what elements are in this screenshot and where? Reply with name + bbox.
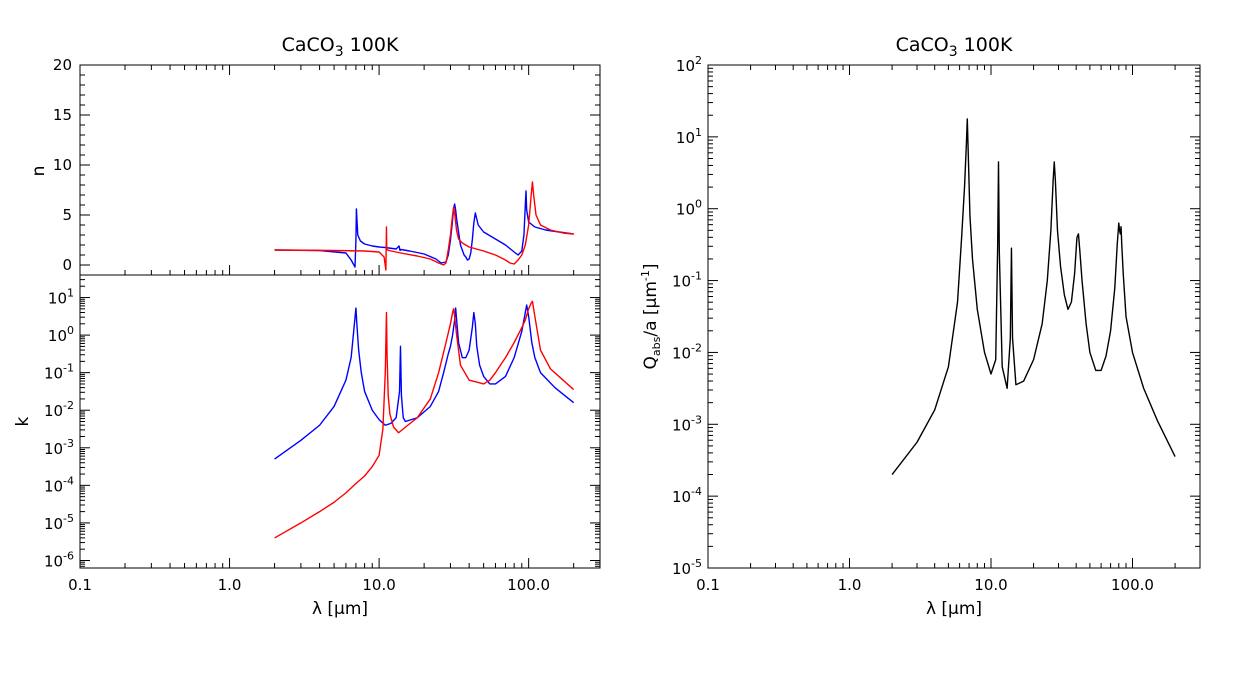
y-axis-label: n <box>29 166 49 177</box>
y-tick-label: 10-6 <box>44 549 74 570</box>
y-tick-label: 10-4 <box>44 474 74 495</box>
chart-title: CaCO3 100K <box>896 34 1013 60</box>
y-tick-label: 102 <box>676 54 702 75</box>
x-tick-label: 1.0 <box>218 576 242 594</box>
y-axis-label: Qabs/a [μm-1] <box>639 263 663 369</box>
y-tick-label: 100 <box>48 324 74 345</box>
series-line-2 <box>274 300 575 539</box>
y-tick-label: 10 <box>53 156 72 174</box>
y-tick-label: 10-5 <box>672 557 702 578</box>
x-tick-label: 10.0 <box>362 576 395 594</box>
y-tick-label: 0 <box>62 256 72 274</box>
y-tick-label: 10-2 <box>672 341 702 362</box>
y-tick-label: 10-4 <box>672 485 702 506</box>
x-axis-label: λ [μm] <box>926 599 982 619</box>
x-tick-label: 10.0 <box>974 576 1007 594</box>
y-tick-label: 100 <box>676 198 702 219</box>
y-tick-label: 101 <box>48 287 74 308</box>
series-line-1 <box>274 304 575 460</box>
x-tick-label: 1.0 <box>838 576 862 594</box>
y-tick-label: 10-2 <box>44 399 74 420</box>
x-tick-label: 100.0 <box>507 576 550 594</box>
y-tick-label: 10-1 <box>672 270 702 291</box>
plot-frame-qabs <box>707 64 1201 569</box>
x-axis-label: λ [μm] <box>312 599 368 619</box>
y-tick-label: 10-1 <box>44 362 74 383</box>
x-tick-label: 100.0 <box>1111 576 1154 594</box>
y-tick-label: 20 <box>53 56 72 74</box>
x-tick-label: 0.1 <box>68 576 92 594</box>
chart-title: CaCO3 100K <box>282 34 399 60</box>
x-tick-label: 0.1 <box>696 576 720 594</box>
y-tick-label: 101 <box>676 126 702 147</box>
series-line-1 <box>274 190 574 268</box>
y-axis-label: k <box>13 416 33 426</box>
y-tick-label: 10-3 <box>672 413 702 434</box>
y-tick-label: 15 <box>53 106 72 124</box>
y-tick-label: 10-5 <box>44 512 74 533</box>
y-tick-label: 5 <box>62 206 72 224</box>
series-line-1 <box>891 118 1176 476</box>
series-line-2 <box>274 181 574 271</box>
y-tick-label: 10-3 <box>44 437 74 458</box>
